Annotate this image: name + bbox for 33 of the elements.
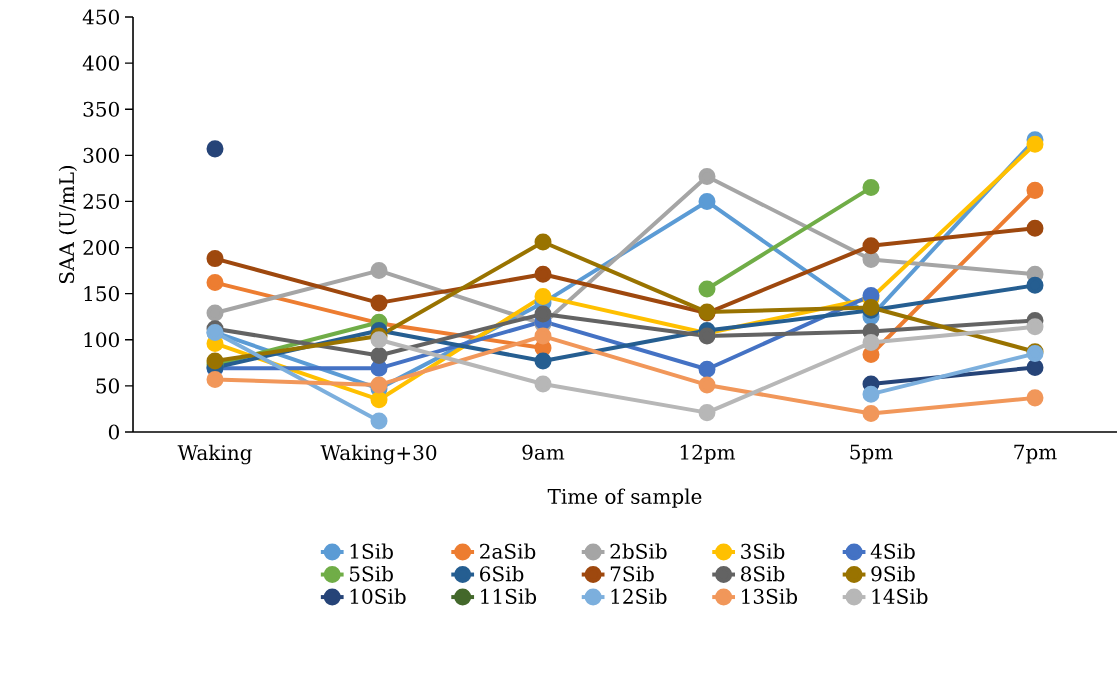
legend-label: 10Sib bbox=[350, 588, 406, 604]
y-tick-label: 450 bbox=[82, 9, 119, 25]
y-tick-label: 400 bbox=[82, 55, 119, 71]
legend-label: 11Sib bbox=[481, 588, 537, 604]
x-tick-label: 5pm bbox=[850, 444, 893, 464]
x-tick-label: Waking bbox=[177, 444, 252, 465]
y-tick-label: 100 bbox=[84, 332, 119, 348]
y-tick-label: 50 bbox=[96, 378, 119, 394]
x-axis-title: Time of sample bbox=[547, 488, 702, 508]
x-tick-label: 12pm bbox=[680, 444, 736, 464]
legend-label: 14Sib bbox=[872, 588, 928, 604]
legend-label: 1Sib bbox=[350, 543, 393, 559]
legend-label: 12Sib bbox=[611, 588, 667, 604]
legend-label: 7Sib bbox=[610, 565, 654, 582]
y-axis-title: SAA (U/mL) bbox=[58, 165, 77, 284]
legend-label: 13Sib bbox=[742, 588, 798, 604]
y-tick-label: 0 bbox=[108, 424, 119, 440]
x-tick-label: 9am bbox=[522, 444, 565, 460]
legend-label: 4Sib bbox=[870, 543, 915, 559]
legend-label: 9Sib bbox=[871, 565, 915, 582]
y-tick-label: 150 bbox=[84, 286, 119, 302]
legend-label: 5Sib bbox=[349, 565, 393, 582]
legend-label: 3Sib bbox=[741, 543, 785, 559]
legend-label: 2bSib bbox=[610, 543, 667, 559]
y-tick-label: 250 bbox=[83, 193, 119, 210]
legend-label: 6Sib bbox=[480, 565, 524, 582]
legend-label: 2aSib bbox=[480, 543, 536, 559]
y-tick-label: 350 bbox=[83, 101, 119, 117]
x-tick-label: 7pm bbox=[1014, 444, 1057, 464]
y-tick-label: 300 bbox=[83, 147, 119, 163]
y-tick-label: 200 bbox=[83, 239, 119, 256]
x-tick-label: Waking+30 bbox=[320, 444, 437, 465]
legend-label: 8Sib bbox=[741, 565, 785, 582]
